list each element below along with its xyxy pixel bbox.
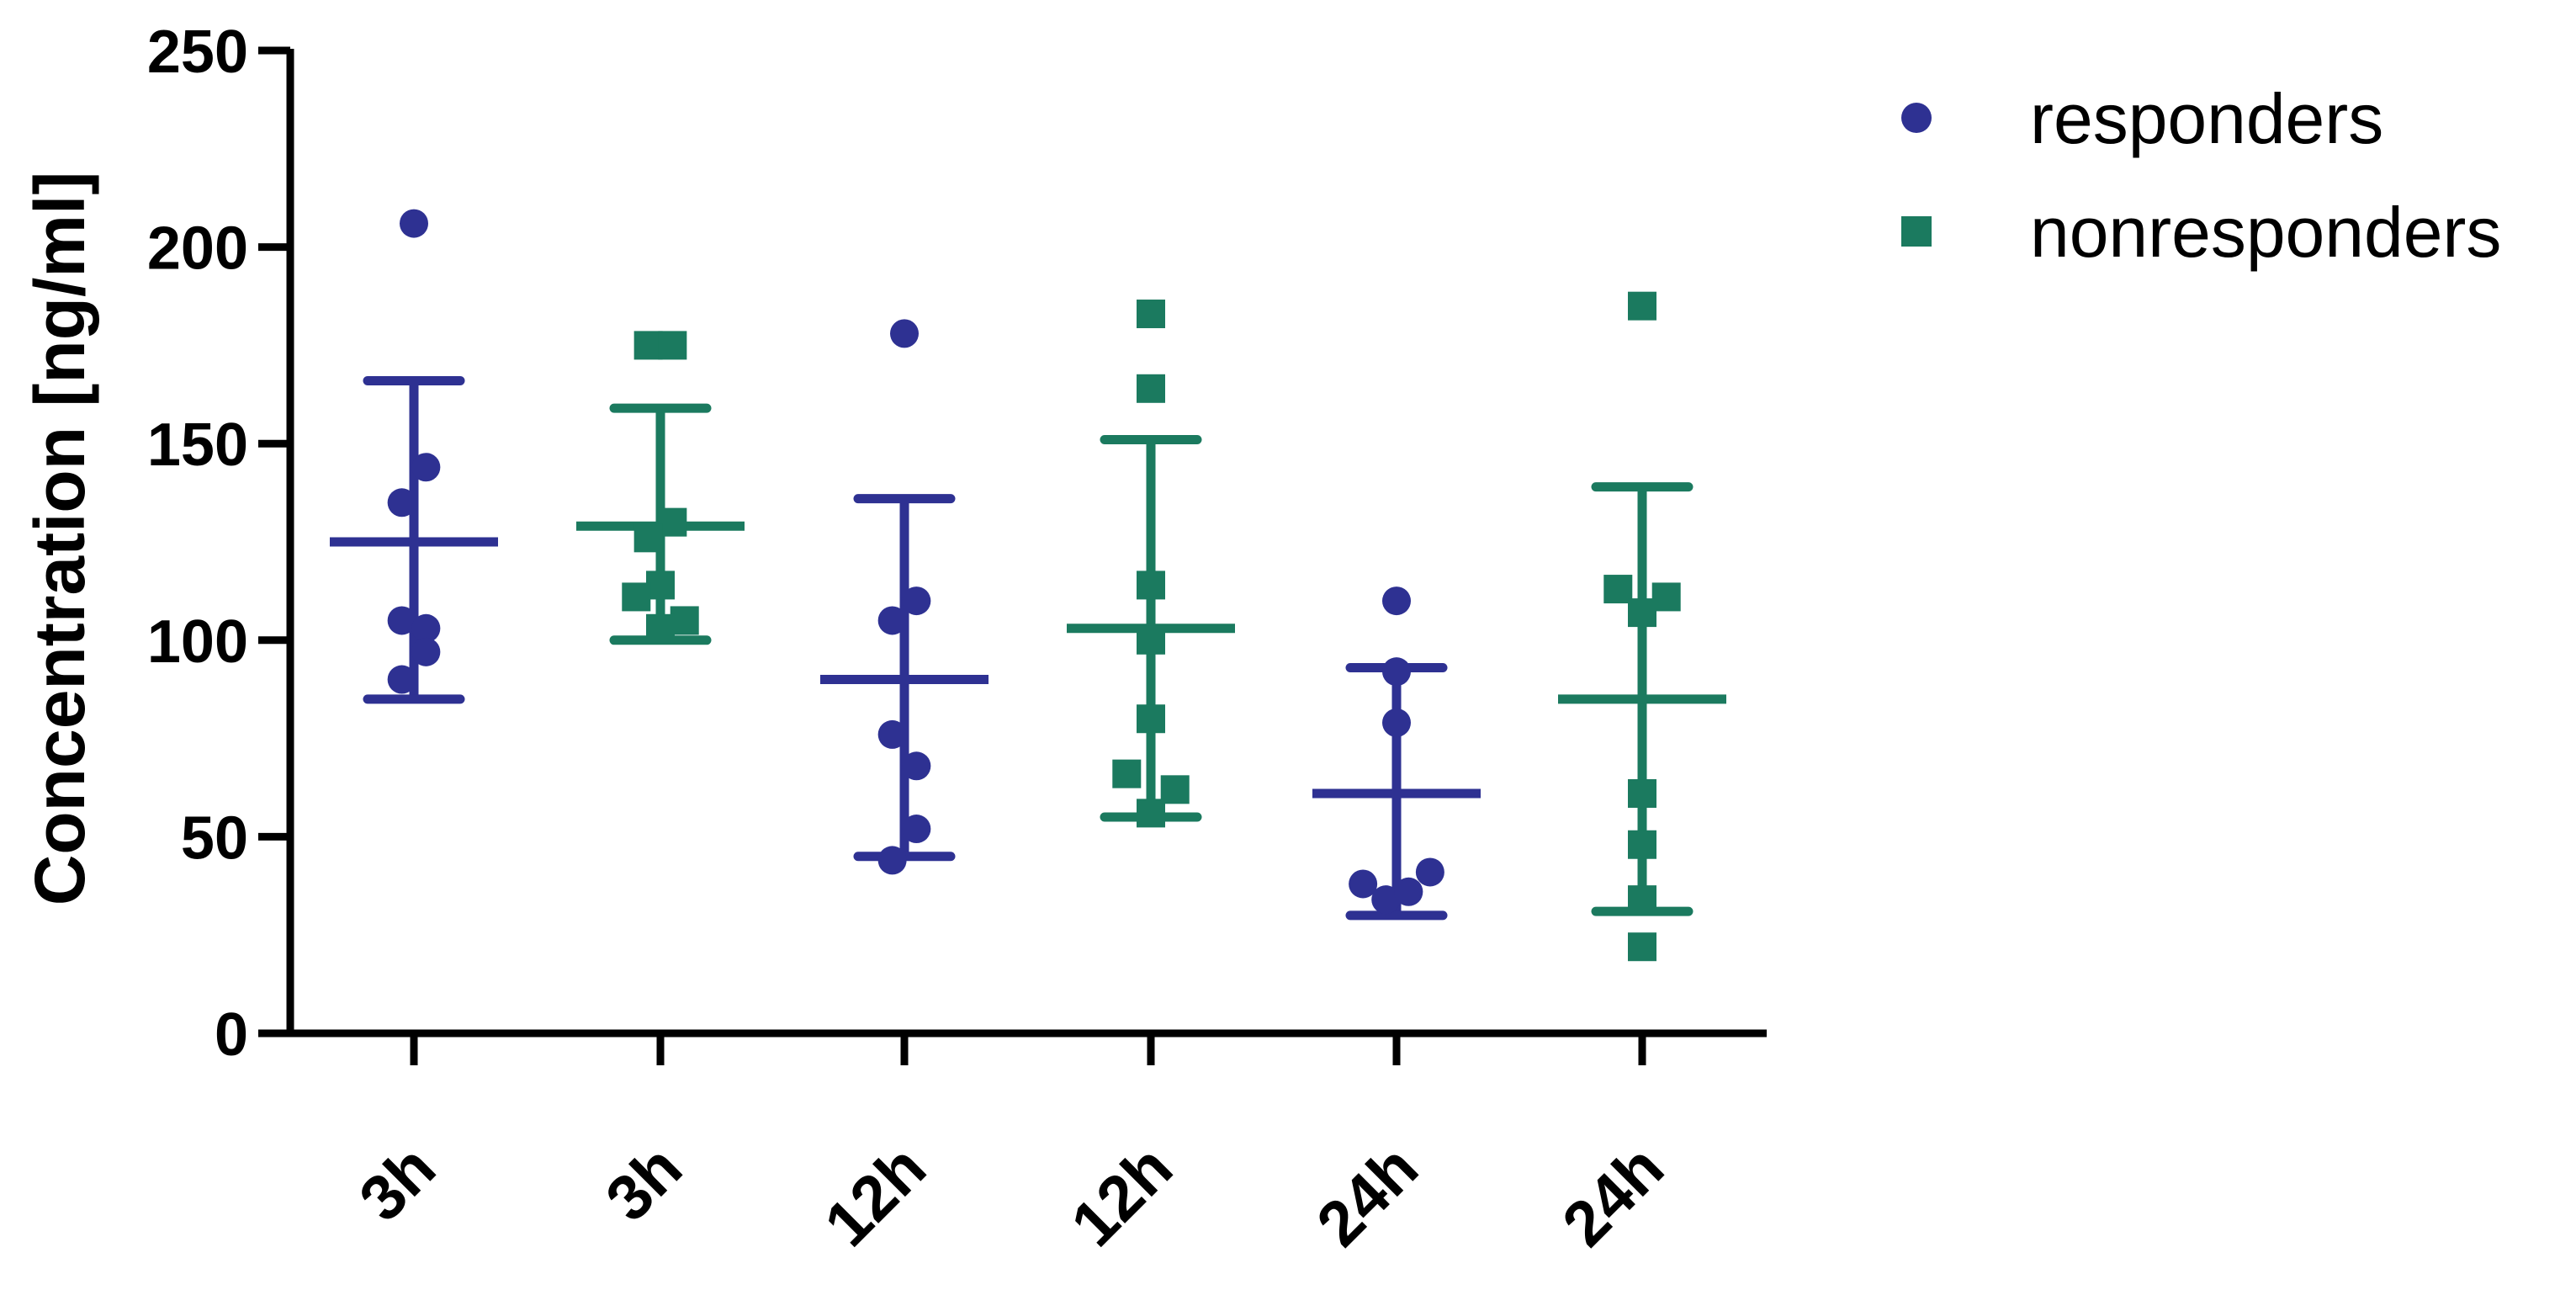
data-point: [646, 571, 675, 600]
x-ticks: 3h 3h 12h 12h 24h 24h: [346, 1033, 1678, 1261]
y-tick-label: 200: [147, 215, 248, 283]
data-point: [658, 331, 687, 360]
group-nonresponders: [1558, 291, 1726, 962]
legend-item-responders: responders: [1901, 79, 2383, 158]
y-tick-label: 50: [181, 804, 248, 872]
y-tick-label: 0: [215, 1001, 248, 1069]
data-point: [1394, 877, 1423, 906]
data-point: [1137, 571, 1165, 600]
data-point: [1137, 704, 1165, 734]
data-point: [1137, 625, 1165, 655]
data-point: [1628, 598, 1656, 628]
x-tick-label: 12h: [811, 1132, 940, 1261]
data-point: [1137, 300, 1165, 329]
data-point: [1112, 759, 1142, 788]
data-point: [1628, 830, 1656, 859]
group-responders: [330, 209, 498, 704]
x-tick-label: 3h: [592, 1132, 696, 1235]
data-point: [890, 319, 919, 348]
data-point: [1603, 575, 1633, 604]
group-responders: [820, 319, 989, 875]
data-point: [1628, 291, 1656, 321]
y-tick-label: 100: [147, 608, 248, 676]
data-point: [1628, 932, 1656, 962]
y-ticks: 0 50 100 150 200 250: [147, 19, 290, 1069]
data-point: [633, 523, 663, 553]
data-point: [1371, 885, 1401, 915]
x-tick-label: 24h: [1303, 1132, 1432, 1261]
data-point: [622, 582, 651, 612]
x-tick-label: 24h: [1549, 1132, 1678, 1261]
data-point: [1382, 708, 1411, 737]
data-point: [1137, 799, 1165, 828]
data-point: [1349, 869, 1378, 899]
data-point: [387, 665, 416, 694]
data-point: [877, 606, 907, 635]
data-point: [1651, 582, 1681, 612]
group-nonresponders: [1067, 300, 1235, 828]
x-tick-label: 12h: [1057, 1132, 1186, 1261]
legend-label: responders: [2030, 79, 2383, 158]
group-nonresponders: [576, 331, 745, 645]
data-point: [877, 846, 907, 875]
data-point: [411, 453, 441, 482]
data-point: [411, 613, 441, 643]
data-point: [1628, 779, 1656, 809]
y-tick-label: 250: [147, 19, 248, 86]
axes: [286, 49, 1767, 1038]
legend-label: nonresponders: [2030, 193, 2501, 272]
data-point: [670, 606, 699, 635]
legend: responders nonresponders: [1901, 79, 2501, 272]
x-tick-label: 3h: [346, 1132, 449, 1235]
data-point: [633, 331, 663, 360]
data-point: [387, 488, 416, 517]
data-point: [1382, 657, 1411, 687]
data-point: [1415, 857, 1444, 887]
data-point: [400, 209, 428, 238]
legend-marker: [1901, 216, 1932, 247]
y-tick-label: 150: [147, 411, 248, 479]
y-axis-title: Concentration [ng/ml]: [20, 172, 99, 906]
legend-marker: [1901, 103, 1932, 133]
data-point: [387, 606, 416, 635]
group-responders: [1312, 586, 1481, 921]
data-point: [1160, 775, 1190, 804]
data-point: [1137, 374, 1165, 403]
data-point: [1382, 586, 1411, 616]
data-point: [902, 586, 931, 616]
data-point: [902, 815, 931, 844]
data-point: [902, 751, 931, 781]
data-point: [646, 613, 675, 643]
data-point: [1628, 885, 1656, 915]
legend-item-nonresponders: nonresponders: [1901, 193, 2501, 272]
data-point: [411, 637, 441, 666]
data-point: [877, 719, 907, 749]
data-point: [658, 507, 687, 537]
data-groups: [330, 209, 1726, 962]
